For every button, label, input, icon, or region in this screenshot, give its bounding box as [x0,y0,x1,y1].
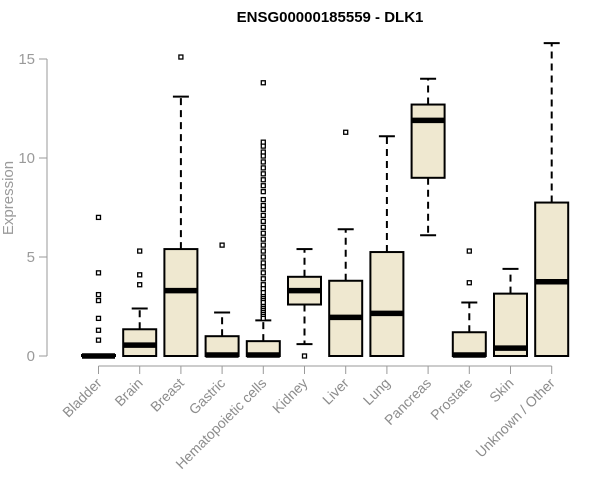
outlier-point [137,248,143,254]
outlier-point [260,183,266,189]
outlier-point [260,242,266,248]
chart-title: ENSG00000185559 - DLK1 [237,9,424,26]
x-tick-label: Bladder [59,375,105,421]
y-tick-label: 5 [27,249,35,266]
outlier-point [260,196,266,203]
outlier-point [260,212,266,219]
x-tick-label: Lung [360,375,393,408]
outlier-point [260,143,266,149]
y-axis: 0 5 10 15 [18,51,48,365]
outlier-point [260,276,266,282]
x-tick-label: Prostate [427,375,475,423]
outlier-point [260,153,266,159]
outlier-point [260,248,266,254]
outlier-point [178,54,184,60]
outlier-point [343,129,349,135]
outlier-point [95,315,102,322]
outlier-point [95,270,102,276]
box-unknown-other [534,42,570,357]
iqr-box [163,248,199,357]
y-tick-label: 10 [18,150,35,167]
outlier-point [260,171,266,177]
outlier-point [260,206,266,213]
outlier-point [219,242,225,248]
outlier-point [466,280,472,286]
outlier-point [260,270,266,276]
outlier-point [95,214,102,221]
outlier-point [260,218,266,225]
box-skin [493,267,528,358]
outlier-point [260,230,266,236]
y-tick-label: 15 [18,51,35,68]
outlier-point [301,353,308,359]
outlier-point [260,264,266,270]
outlier-point [137,272,143,278]
outlier-point [260,254,266,260]
outlier-point [260,224,266,230]
outlier-point [137,282,143,288]
x-tick-label: Brain [111,375,145,409]
outlier-point [260,189,266,195]
x-tick-label: Liver [319,375,352,408]
outlier-point [260,315,266,322]
box-prostate [451,248,487,358]
x-tick-label: Breast [147,375,187,415]
y-axis-label: Expression [0,161,17,235]
outlier-point [260,80,266,86]
x-tick-label: Kidney [269,375,311,417]
outlier-point [260,165,266,171]
box-liver [328,129,364,358]
x-tick-label: Skin [486,375,517,406]
y-tick-label: 0 [27,348,35,365]
box-pancreas [410,77,446,237]
box-bladder [81,214,116,359]
box-series [81,42,570,359]
box-breast [163,54,199,357]
outlier-point [260,159,266,165]
iqr-box [410,103,446,179]
box-kidney [287,248,322,359]
outlier-point [260,177,266,183]
outlier-point [95,337,102,343]
outlier-point [95,291,102,298]
outlier-point [95,327,102,333]
box-hematopoietic-cells [245,80,281,358]
outlier-point [466,248,472,254]
iqr-box [369,251,405,357]
outlier-point [95,297,102,304]
outlier-point [260,236,266,242]
box-brain [122,248,158,357]
box-gastric [204,242,240,358]
box-lung [369,135,405,357]
